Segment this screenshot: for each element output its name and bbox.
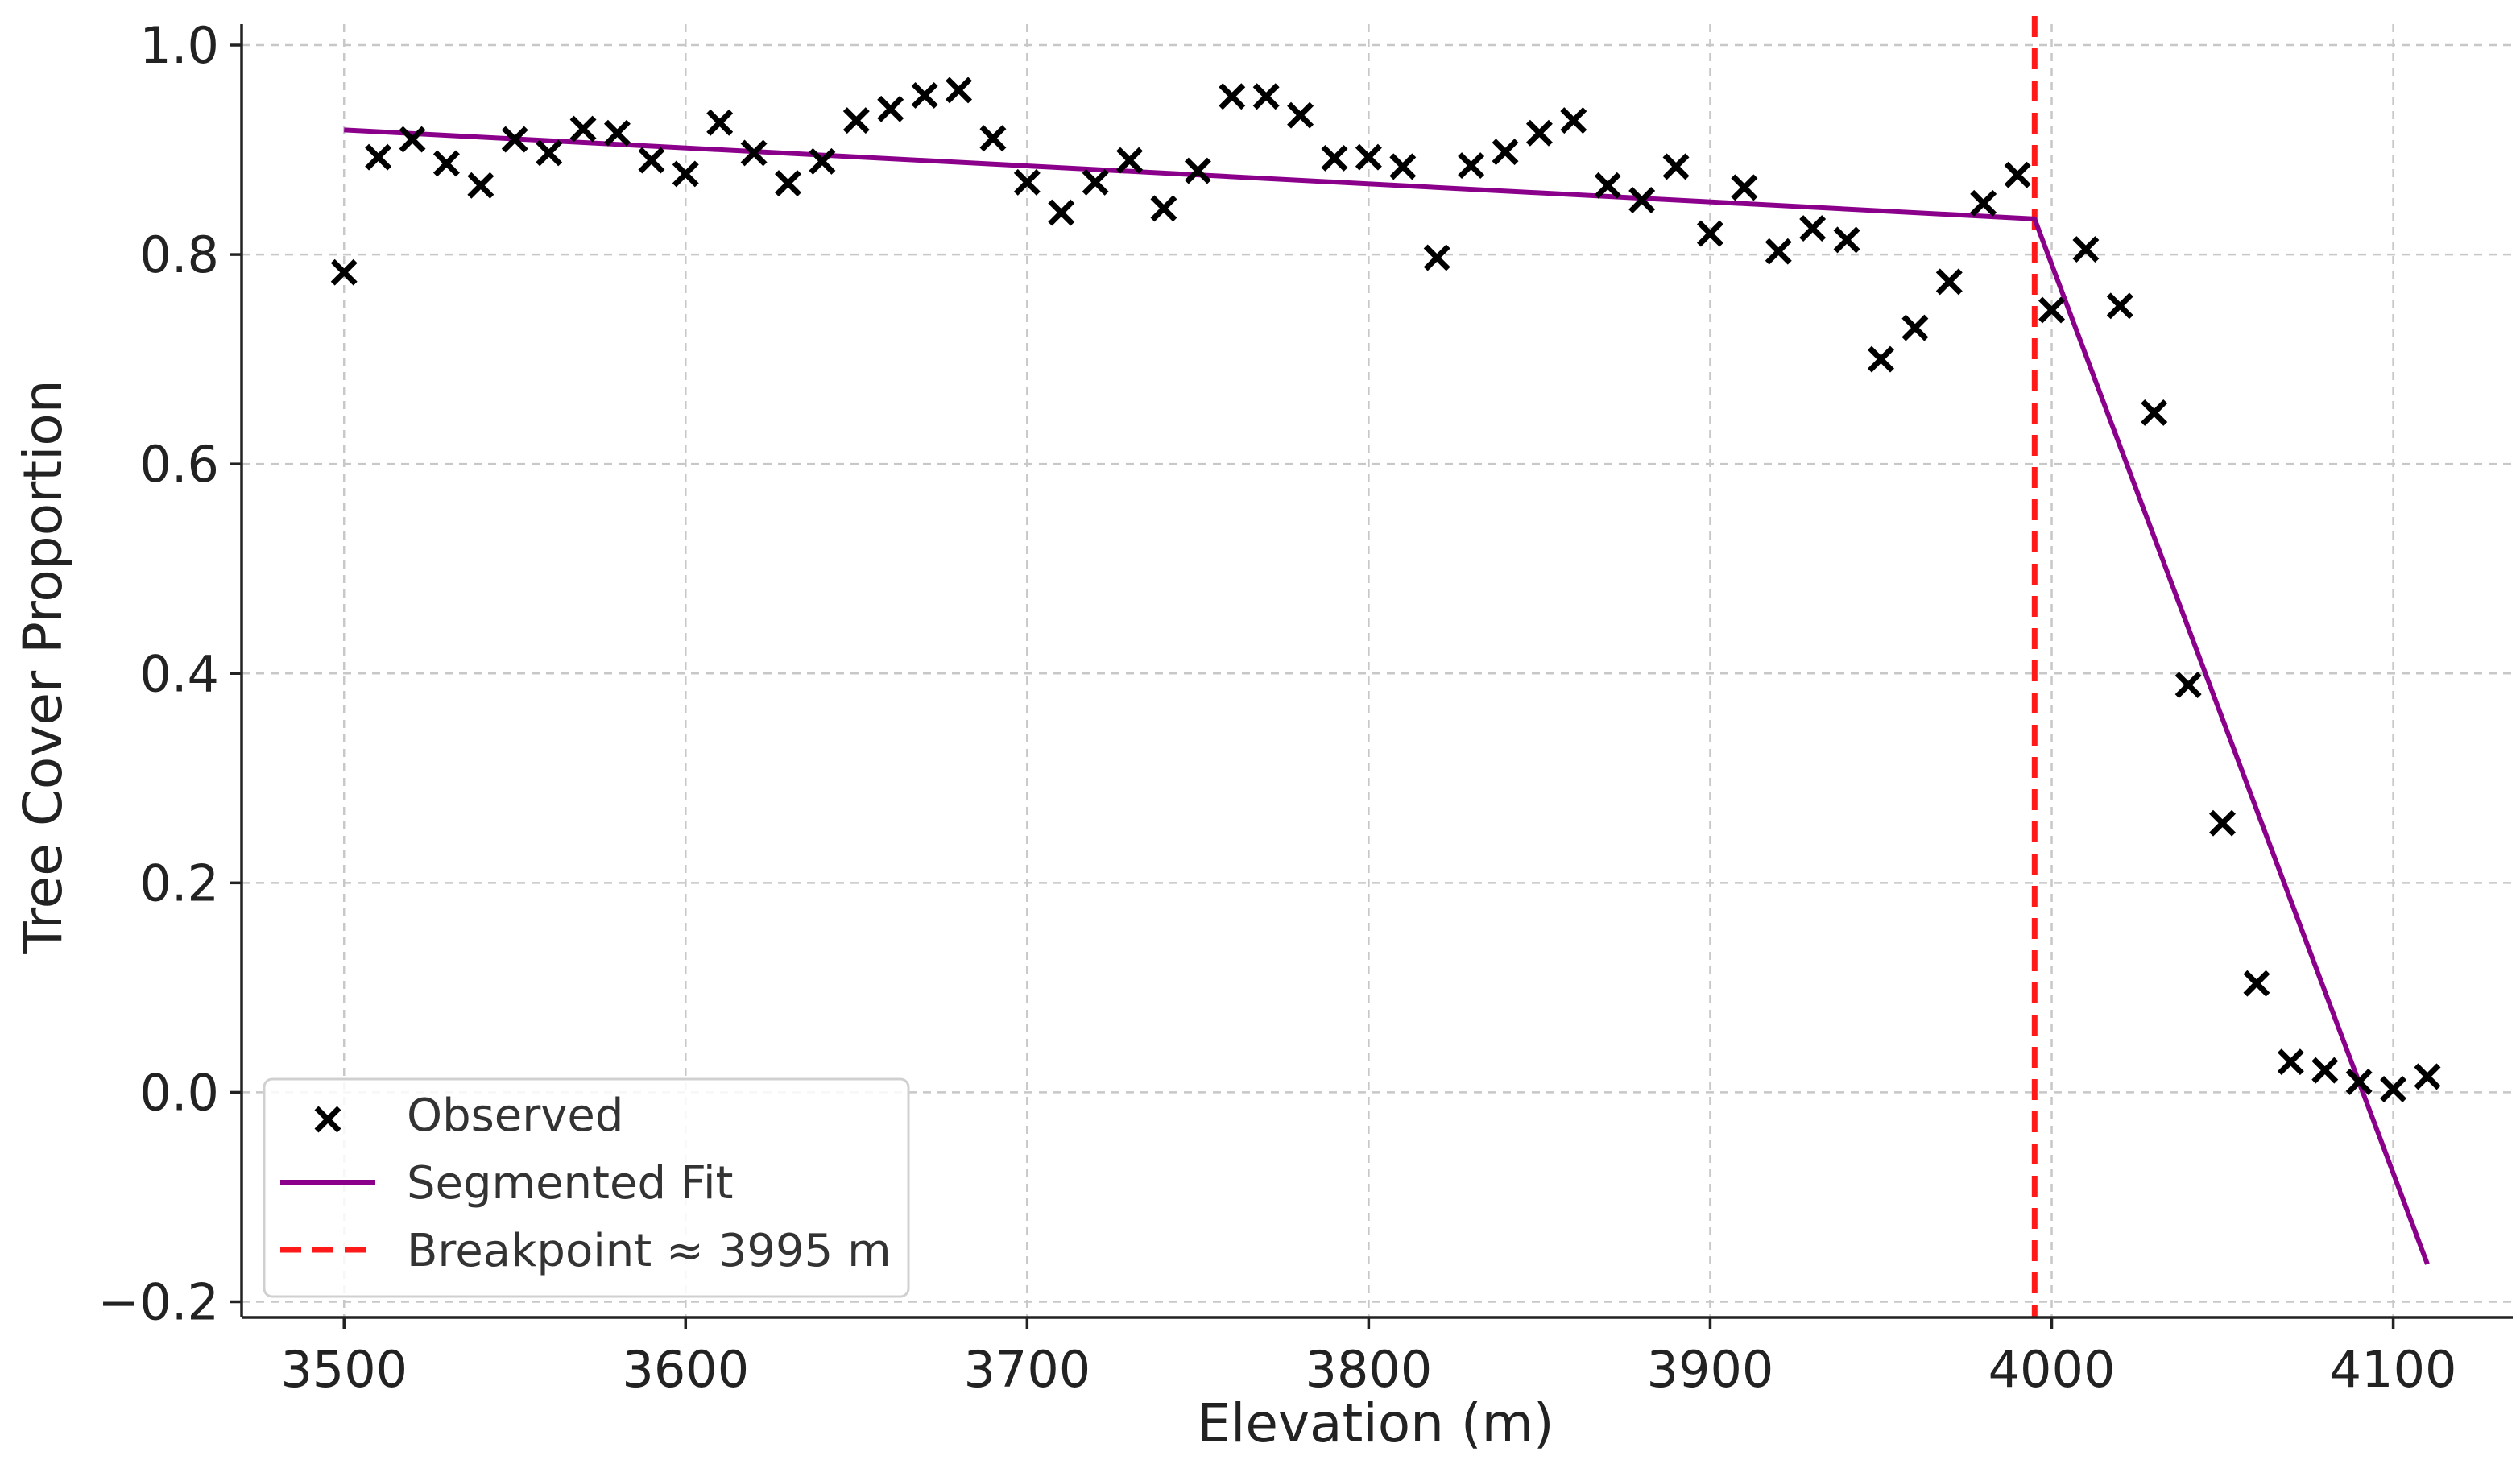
observed-point xyxy=(569,115,597,143)
legend-label-breakpoint: Breakpoint ≈ 3995 m xyxy=(407,1225,892,1277)
y-tick-label: 0.6 xyxy=(139,435,219,494)
observed-point xyxy=(2311,1057,2339,1084)
legend-x-glyph xyxy=(314,1106,341,1133)
observed-point xyxy=(706,109,734,136)
x-tick-label: 3500 xyxy=(280,1340,408,1399)
observed-points xyxy=(330,77,2441,1102)
x-tick-label: 3800 xyxy=(1306,1340,1433,1399)
observed-point xyxy=(501,126,528,153)
observed-point xyxy=(2106,292,2133,320)
observed-point xyxy=(1560,107,1587,134)
observed-point xyxy=(1662,153,1690,180)
segmented-fit-line xyxy=(344,127,2430,1265)
observed-point xyxy=(1355,143,1382,171)
observed-point xyxy=(2004,161,2031,188)
observed-point xyxy=(979,125,1007,152)
observed-point xyxy=(1525,119,1553,147)
observed-point xyxy=(638,147,665,174)
legend-label-observed: Observed xyxy=(407,1090,623,1142)
observed-point xyxy=(775,170,801,197)
x-tick-label: 4100 xyxy=(2330,1340,2457,1399)
legend-item-breakpoint: Breakpoint ≈ 3995 m xyxy=(280,1225,892,1277)
observed-point xyxy=(2277,1048,2304,1076)
observed-point xyxy=(1765,238,1792,265)
observed-point xyxy=(1492,139,1519,166)
observed-point xyxy=(1970,189,1997,217)
observed-point xyxy=(1628,186,1656,213)
observed-point xyxy=(1252,83,1280,110)
x-tick-label: 3900 xyxy=(1647,1340,1774,1399)
y-tick-label: 0.4 xyxy=(139,644,219,703)
observed-point xyxy=(2174,672,2202,699)
observed-point xyxy=(536,139,563,167)
observed-point xyxy=(1150,195,1177,222)
observed-point xyxy=(1219,83,1246,110)
segmented-fit-layer xyxy=(344,127,2430,1265)
observed-point xyxy=(2380,1076,2407,1102)
observed-point xyxy=(2141,399,2168,426)
y-tick-label: 0.0 xyxy=(139,1063,219,1122)
observed-point xyxy=(330,258,358,286)
observed-point xyxy=(1594,172,1621,199)
x-tick-label: 3600 xyxy=(622,1340,749,1399)
observed-point xyxy=(809,147,836,175)
observed-point xyxy=(603,119,631,147)
observed-point xyxy=(2243,970,2270,997)
observed-point xyxy=(946,77,973,104)
observed-point xyxy=(1696,220,1723,247)
observed-point xyxy=(2414,1063,2441,1090)
legend-observed-marker xyxy=(314,1106,341,1133)
observed-point xyxy=(1082,168,1109,196)
observed-point xyxy=(1321,144,1348,172)
y-ticks: −0.2 0.0 0.2 0.4 0.6 0.8 1.0 xyxy=(97,16,242,1331)
observed-point xyxy=(365,143,392,171)
observed-point xyxy=(1184,157,1211,184)
legend-box xyxy=(263,1077,910,1298)
observed-point xyxy=(842,107,870,134)
observed-point xyxy=(2345,1068,2373,1095)
legend-item-observed: Observed xyxy=(314,1090,623,1142)
observed-point xyxy=(1048,199,1075,226)
legend-item-segmented-fit: Segmented Fit xyxy=(280,1157,733,1210)
observed-point xyxy=(399,126,426,153)
observed-point xyxy=(1833,226,1860,254)
observed-point xyxy=(1901,314,1929,341)
observed-point xyxy=(911,81,938,109)
observed-point xyxy=(2038,296,2065,324)
y-tick-label: 0.2 xyxy=(139,854,219,912)
observed-point xyxy=(877,95,904,122)
y-tick-label: 1.0 xyxy=(139,16,219,75)
observed-point xyxy=(2209,809,2237,837)
observed-point xyxy=(2072,236,2100,263)
observed-point xyxy=(1731,174,1758,201)
observed-point xyxy=(1389,153,1417,180)
x-tick-label: 4000 xyxy=(1988,1340,2116,1399)
observed-point xyxy=(467,172,494,199)
observed-point xyxy=(1868,345,1894,373)
x-tick-label: 3700 xyxy=(963,1340,1090,1399)
observed-point xyxy=(1287,101,1314,129)
y-tick-label: −0.2 xyxy=(97,1272,219,1331)
axes xyxy=(240,24,2513,1319)
legend: Observed Segmented Fit Breakpoint ≈ 3995… xyxy=(263,1077,910,1298)
observed-point xyxy=(1799,215,1827,242)
observed-point xyxy=(672,160,699,188)
observed-point xyxy=(1423,244,1450,271)
x-axis-title: Elevation (m) xyxy=(1197,1392,1554,1454)
legend-label-segmented-fit: Segmented Fit xyxy=(407,1157,733,1210)
y-axis-title: Tree Cover Proportion xyxy=(12,379,74,954)
observed-point xyxy=(1458,152,1485,180)
observed-point xyxy=(1013,168,1041,196)
x-ticks: 3500 3600 3700 3800 3900 4000 4100 xyxy=(280,1317,2456,1399)
observed-point xyxy=(432,150,460,177)
observed-point xyxy=(1116,147,1144,174)
observed-point xyxy=(740,139,768,167)
observed-point xyxy=(1935,268,1963,296)
y-tick-label: 0.8 xyxy=(139,225,219,284)
